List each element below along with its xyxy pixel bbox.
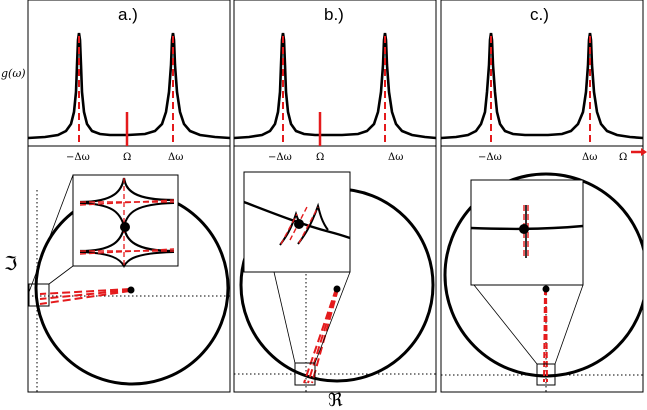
panel-c-tick-minus-dw: −Δω — [478, 152, 502, 163]
panel-b-tick-minus-dw: −Δω — [268, 152, 292, 163]
panel-a-connector-1 — [48, 265, 74, 285]
panel-b-frame — [233, 0, 437, 393]
panel-c-phasor-2 — [545, 288, 548, 383]
panel-a-tick-omega: Ω — [123, 152, 131, 163]
panel-b-connector-2 — [314, 271, 351, 364]
panel-b-center-point — [333, 285, 341, 293]
panel-c: c.) −Δω Δω Ω — [440, 0, 647, 393]
panel-c-title: c.) — [530, 5, 549, 24]
panel-a-connector-2 — [28, 174, 74, 293]
panel-a-zoom-source — [28, 283, 50, 307]
panel-b-inset-spike-2 — [297, 202, 329, 245]
panel-c-inset — [470, 179, 584, 286]
panel-b-inset-arc — [243, 200, 351, 240]
panel-c-spectrum-curve — [440, 32, 644, 140]
panel-b-tick-dw: Δω — [388, 152, 403, 163]
panel-a-phasor-3 — [39, 290, 131, 305]
panel-a-phasor-1 — [39, 288, 131, 295]
panel-b: b.) −Δω Ω Δω — [233, 0, 437, 393]
panel-a-tick-dw: Δω — [168, 152, 183, 163]
panel-c-inset-center — [519, 224, 529, 234]
panel-c-tick-dw: Δω — [582, 152, 597, 163]
panel-c-drive-arrowhead — [641, 148, 647, 156]
panel-b-phasor-2 — [307, 288, 338, 384]
panel-a-inset — [72, 174, 179, 269]
panel-b-phasor-1 — [303, 288, 337, 384]
panel-b-inset — [243, 171, 351, 273]
panel-a-tick-minus-dw: −Δω — [66, 152, 90, 163]
panel-c-frame — [440, 0, 644, 393]
panel-c-zoom-source — [536, 363, 556, 386]
panel-b-zoom-source — [294, 362, 316, 386]
panel-a: a.) −Δω Ω Δω — [27, 0, 231, 393]
panel-a-spectrum-curve — [27, 32, 231, 140]
panel-c-connector-1 — [473, 284, 538, 365]
panel-b-tick-omega: Ω — [316, 152, 324, 163]
panel-c-tick-omega: Ω — [619, 152, 627, 163]
panel-a-center-point — [127, 286, 135, 294]
panel-a-inset-center — [120, 222, 130, 232]
panel-a-title: a.) — [118, 5, 138, 24]
y-axis-label-g-omega: g(ω) — [1, 67, 26, 80]
imag-axis-label: ℑ — [4, 253, 17, 275]
panel-a-frame — [27, 0, 231, 393]
panel-c-connector-2 — [554, 284, 584, 365]
panel-b-connector-1 — [273, 271, 296, 364]
panel-b-spectrum-curve — [233, 32, 437, 140]
panel-b-inset-center — [294, 219, 304, 229]
panel-c-center-point — [542, 285, 550, 293]
real-axis-label: ℜ — [328, 390, 343, 410]
panel-c-phasor-1 — [543, 288, 546, 383]
panel-a-phasor-2 — [39, 289, 131, 300]
panel-b-title: b.) — [324, 5, 344, 24]
